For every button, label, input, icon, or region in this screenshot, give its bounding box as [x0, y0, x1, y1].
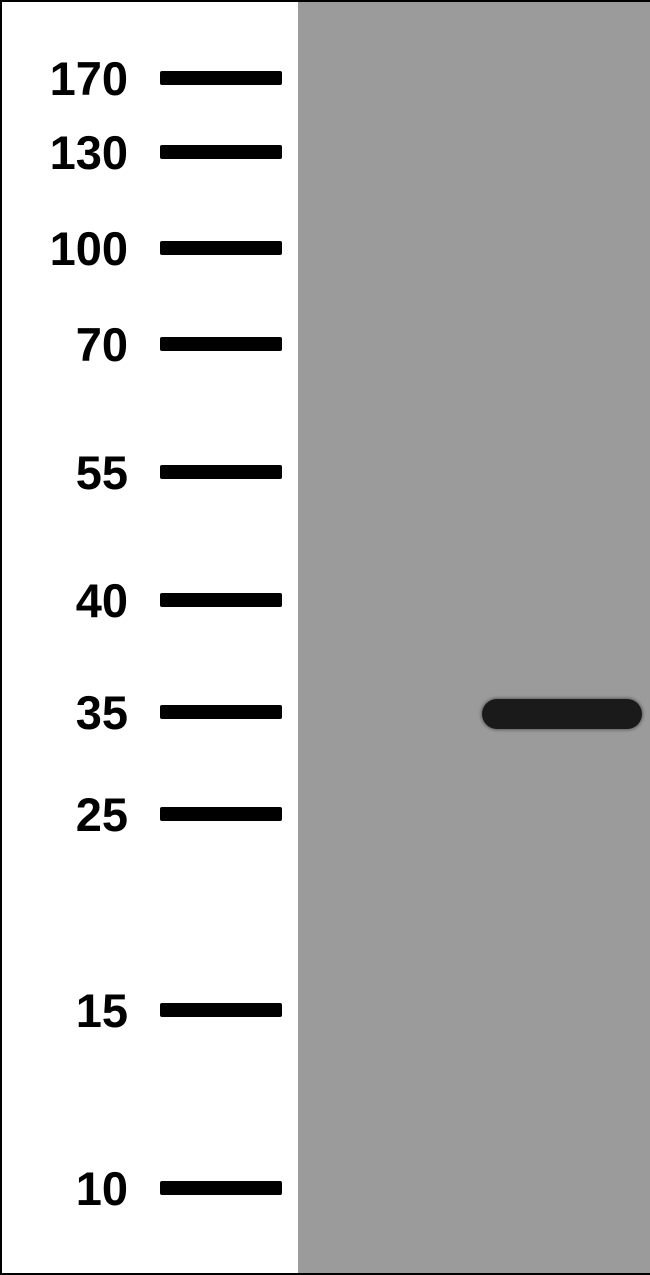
marker-label-10: 10: [76, 1161, 128, 1216]
marker-tick-55: [160, 465, 282, 479]
marker-row-15: 15: [2, 986, 298, 1034]
marker-tick-25: [160, 807, 282, 821]
marker-row-170: 170: [2, 54, 298, 102]
marker-tick-70: [160, 337, 282, 351]
marker-row-25: 25: [2, 790, 298, 838]
marker-row-55: 55: [2, 448, 298, 496]
marker-tick-35: [160, 705, 282, 719]
marker-label-25: 25: [76, 787, 128, 842]
marker-row-70: 70: [2, 320, 298, 368]
marker-label-70: 70: [76, 317, 128, 372]
marker-label-55: 55: [76, 445, 128, 500]
marker-label-130: 130: [50, 125, 128, 180]
marker-tick-15: [160, 1003, 282, 1017]
marker-tick-10: [160, 1181, 282, 1195]
marker-tick-130: [160, 145, 282, 159]
lane-1-control: [298, 2, 474, 1273]
marker-label-15: 15: [76, 983, 128, 1038]
western-blot-figure: 170 130 100 70 55 40 35 25 15 10: [0, 0, 650, 1275]
marker-row-10: 10: [2, 1164, 298, 1212]
lane-2-sample: [474, 2, 650, 1273]
gel-membrane: [298, 2, 650, 1273]
marker-label-100: 100: [50, 221, 128, 276]
lane-2-sample-band-0: [482, 699, 642, 729]
marker-row-40: 40: [2, 576, 298, 624]
marker-label-170: 170: [50, 51, 128, 106]
marker-label-35: 35: [76, 685, 128, 740]
marker-row-100: 100: [2, 224, 298, 272]
marker-row-35: 35: [2, 688, 298, 736]
marker-row-130: 130: [2, 128, 298, 176]
marker-label-40: 40: [76, 573, 128, 628]
marker-tick-100: [160, 241, 282, 255]
marker-tick-40: [160, 593, 282, 607]
marker-tick-170: [160, 71, 282, 85]
molecular-weight-ladder: 170 130 100 70 55 40 35 25 15 10: [2, 2, 298, 1273]
